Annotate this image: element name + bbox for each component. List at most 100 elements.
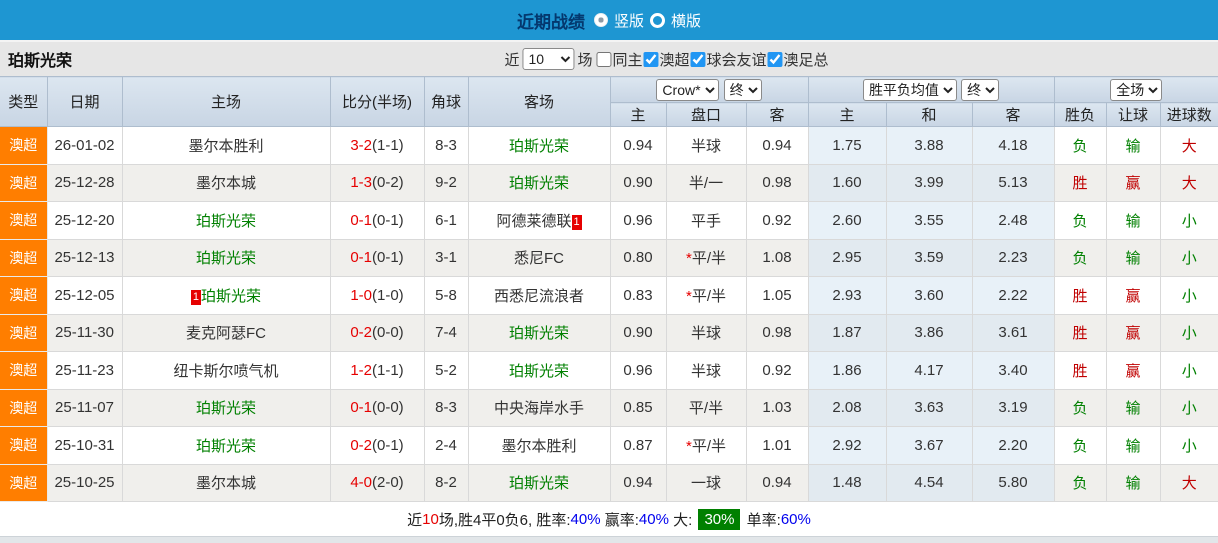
league-cell: 澳超 [0,238,48,277]
avg-win-cell: 1.87 [807,313,887,352]
team-name: 珀斯光荣 [508,475,569,493]
team-name: 西悉尼流浪者 [493,287,584,305]
result-cell: 负 [1053,463,1107,502]
league-cell: 澳超 [0,426,48,465]
handicap-cell: 一球 [665,463,747,502]
halftime-score: (0-0) [372,399,404,417]
league-checkbox[interactable] [643,51,659,67]
sub-header-avg-draw: 和 [885,102,973,127]
home-odds-cell: 0.90 [609,163,667,202]
odds-final-select[interactable]: 终 [723,78,762,101]
avg-lose-cell: 3.19 [971,388,1055,427]
avg-lose-cell: 4.18 [971,126,1055,165]
league-cell: 澳超 [0,163,48,202]
league-cell: 澳超 [0,463,48,502]
away-team-cell: 珀斯光荣 [467,313,611,352]
corner-cell: 7-4 [423,313,469,352]
summary-part: 大: [668,511,697,529]
away-odds-cell: 0.92 [745,201,809,240]
same-home-checkbox[interactable] [596,51,612,67]
table-row: 澳超 25-11-23 纽卡斯尔喷气机 1-2(1-1) 5-2 珀斯光荣 0.96 半球 0.… [0,351,1218,390]
avg-draw-cell: 4.54 [885,463,973,502]
team-name: 纽卡斯尔喷气机 [173,362,279,380]
home-odds-cell: 0.87 [609,426,667,465]
handicap-result-cell: 赢 [1105,163,1161,202]
handicap-cell: 半球 [665,313,747,352]
filter-bar: 珀斯光荣 近 10 场 同主 澳超 球会友谊 澳足总 [0,40,1218,76]
halftime-score: (0-1) [372,436,404,454]
layout-radio-group: 竖版 横版 [593,10,702,31]
score-cell: 1-3(0-2) [329,163,425,202]
avg-win-cell: 2.95 [807,238,887,277]
away-odds-cell: 0.94 [745,126,809,165]
date-cell: 25-12-13 [46,238,123,277]
home-odds-cell: 0.94 [609,463,667,502]
avg-win-cell: 2.60 [807,201,887,240]
avg-draw-cell: 3.86 [885,313,973,352]
summary-part: 近 [407,511,423,529]
table-row: 澳超 26-01-02 墨尔本胜利 3-2(1-1) 8-3 珀斯光荣 0.94 半球 0.94… [0,126,1218,165]
home-odds-cell: 0.96 [609,201,667,240]
corner-cell: 8-3 [423,388,469,427]
away-team-cell: 珀斯光荣 [467,126,611,165]
odds-company-select[interactable]: Crow* [656,78,720,101]
horizontal-radio[interactable] [650,12,665,28]
corner-cell: 8-3 [423,126,469,165]
matches-label: 场 [577,51,593,69]
table-row: 澳超 25-11-07 珀斯光荣 0-1(0-0) 8-3 中央海岸水手 0.85 平/半 1.… [0,388,1218,427]
goals-cell: 小 [1159,276,1218,315]
avg-win-cell: 1.48 [807,463,887,502]
team-name: 珀斯光荣 [195,212,256,230]
team-name: 墨尔本城 [195,475,256,493]
cup-checkbox[interactable] [767,51,783,67]
handicap-result-cell: 赢 [1105,351,1161,390]
score-cell: 4-0(2-0) [329,463,425,502]
table-row: 澳超 25-10-25 墨尔本城 4-0(2-0) 8-2 珀斯光荣 0.94 一球 0.94 1… [0,463,1218,502]
away-odds-cell: 0.94 [745,463,809,502]
score-cell: 1-0(1-0) [329,276,425,315]
vertical-radio-label[interactable]: 竖版 [613,12,644,30]
result-cell: 负 [1053,238,1107,277]
handicap-cell: 半球 [665,351,747,390]
horizontal-radio-label[interactable]: 横版 [671,12,702,30]
team-name: 中央海岸水手 [493,400,584,418]
header-selects-row: 类型 日期 主场 比分(半场) 角球 客场 Crow* 终 胜平负均值 终 全场 [0,76,1218,127]
goals-cell: 大 [1159,463,1218,502]
scope-select[interactable]: 全场 [1110,78,1163,101]
home-team-cell: 珀斯光荣 [121,426,331,465]
avg-type-select[interactable]: 胜平负均值 [862,78,957,101]
header-date: 日期 [46,76,123,127]
score-cell: 0-1(0-1) [329,238,425,277]
summary-part: 场,胜4平0负6, [438,511,537,529]
halftime-score: (0-1) [372,249,404,267]
avg-draw-cell: 3.67 [885,426,973,465]
friendly-checkbox[interactable] [690,51,706,67]
league-cell: 澳超 [0,126,48,165]
corner-cell: 6-1 [423,201,469,240]
home-odds-cell: 0.96 [609,351,667,390]
home-team-cell: 麦克阿瑟FC [121,313,331,352]
avg-group: 胜平负均值 终 [807,76,1055,103]
away-team-cell: 阿德莱德联 1 [467,201,611,240]
sub-header-handicap-result: 让球 [1105,102,1161,127]
team-name: 珀斯光荣 [195,437,256,455]
avg-lose-cell: 5.13 [971,163,1055,202]
recent-count-select[interactable]: 10 [522,48,575,70]
team-name: 珀斯光荣 [508,137,569,155]
table-row: 澳超 25-12-05 1 珀斯光荣 1-0(1-0) 5-8 西悉尼流浪者 0.83 *平/半… [0,276,1218,315]
goals-cell: 小 [1159,426,1218,465]
summary-part: 40% [638,510,669,528]
fulltime-score: 3-2 [350,136,372,154]
summary-part: 30% [698,508,741,530]
away-team-cell: 墨尔本胜利 [467,426,611,465]
summary-part: 40% [570,510,601,528]
avg-final-select[interactable]: 终 [961,78,1000,101]
team-name: 珀斯光荣 [200,287,261,305]
date-cell: 25-11-30 [46,313,123,352]
score-cell: 0-2(0-0) [329,313,425,352]
top-title-bar: 近期战绩 竖版 横版 [0,0,1218,40]
away-odds-cell: 1.03 [745,388,809,427]
handicap-cell: 半球 [665,126,747,165]
vertical-radio[interactable] [593,13,608,27]
avg-lose-cell: 2.20 [971,426,1055,465]
